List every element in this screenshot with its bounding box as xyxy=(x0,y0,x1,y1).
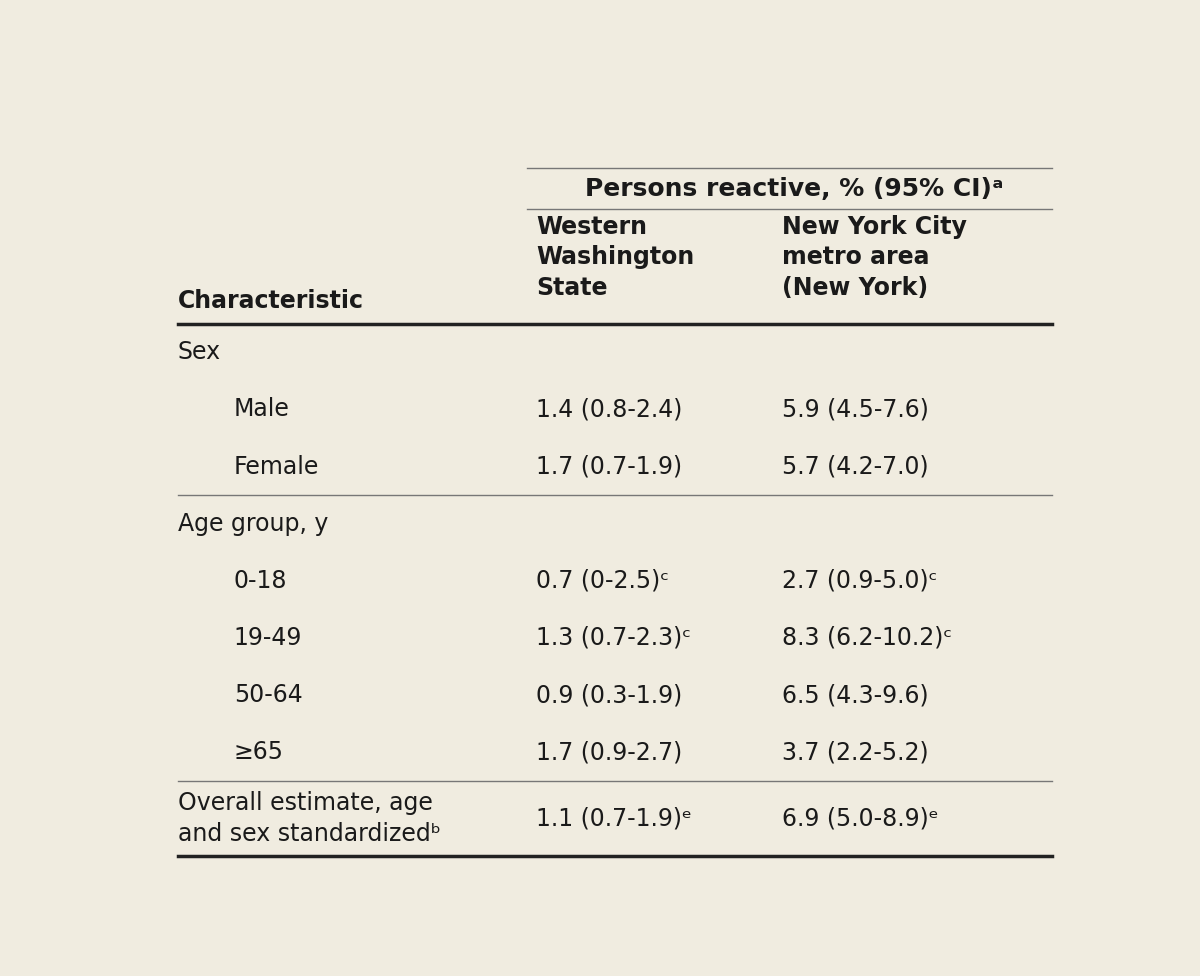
Text: 5.9 (4.5-7.6): 5.9 (4.5-7.6) xyxy=(782,397,929,422)
Text: Overall estimate, age
and sex standardizedᵇ: Overall estimate, age and sex standardiz… xyxy=(178,791,440,845)
Text: 8.3 (6.2-10.2)ᶜ: 8.3 (6.2-10.2)ᶜ xyxy=(782,626,953,650)
Text: 0-18: 0-18 xyxy=(234,569,287,592)
Text: ≥65: ≥65 xyxy=(234,740,283,764)
Text: 50-64: 50-64 xyxy=(234,683,302,707)
Text: Male: Male xyxy=(234,397,289,422)
Text: 6.9 (5.0-8.9)ᵉ: 6.9 (5.0-8.9)ᵉ xyxy=(782,806,940,831)
Text: Sex: Sex xyxy=(178,341,221,364)
Text: 1.4 (0.8-2.4): 1.4 (0.8-2.4) xyxy=(536,397,683,422)
Text: 1.3 (0.7-2.3)ᶜ: 1.3 (0.7-2.3)ᶜ xyxy=(536,626,691,650)
Text: 0.9 (0.3-1.9): 0.9 (0.3-1.9) xyxy=(536,683,683,707)
Text: 19-49: 19-49 xyxy=(234,626,302,650)
Text: 1.7 (0.9-2.7): 1.7 (0.9-2.7) xyxy=(536,740,683,764)
Text: 5.7 (4.2-7.0): 5.7 (4.2-7.0) xyxy=(782,455,929,478)
Text: Persons reactive, % (95% CI)ᵃ: Persons reactive, % (95% CI)ᵃ xyxy=(584,177,1003,200)
Text: Female: Female xyxy=(234,455,319,478)
Text: 2.7 (0.9-5.0)ᶜ: 2.7 (0.9-5.0)ᶜ xyxy=(782,569,937,592)
Text: Characteristic: Characteristic xyxy=(178,289,364,313)
Text: 3.7 (2.2-5.2): 3.7 (2.2-5.2) xyxy=(782,740,929,764)
Text: Age group, y: Age group, y xyxy=(178,511,329,536)
Text: New York City
metro area
(New York): New York City metro area (New York) xyxy=(782,215,967,300)
Text: 6.5 (4.3-9.6): 6.5 (4.3-9.6) xyxy=(782,683,929,707)
Text: Western
Washington
State: Western Washington State xyxy=(536,215,695,300)
Text: 0.7 (0-2.5)ᶜ: 0.7 (0-2.5)ᶜ xyxy=(536,569,668,592)
Text: 1.1 (0.7-1.9)ᵉ: 1.1 (0.7-1.9)ᵉ xyxy=(536,806,692,831)
Text: 1.7 (0.7-1.9): 1.7 (0.7-1.9) xyxy=(536,455,682,478)
